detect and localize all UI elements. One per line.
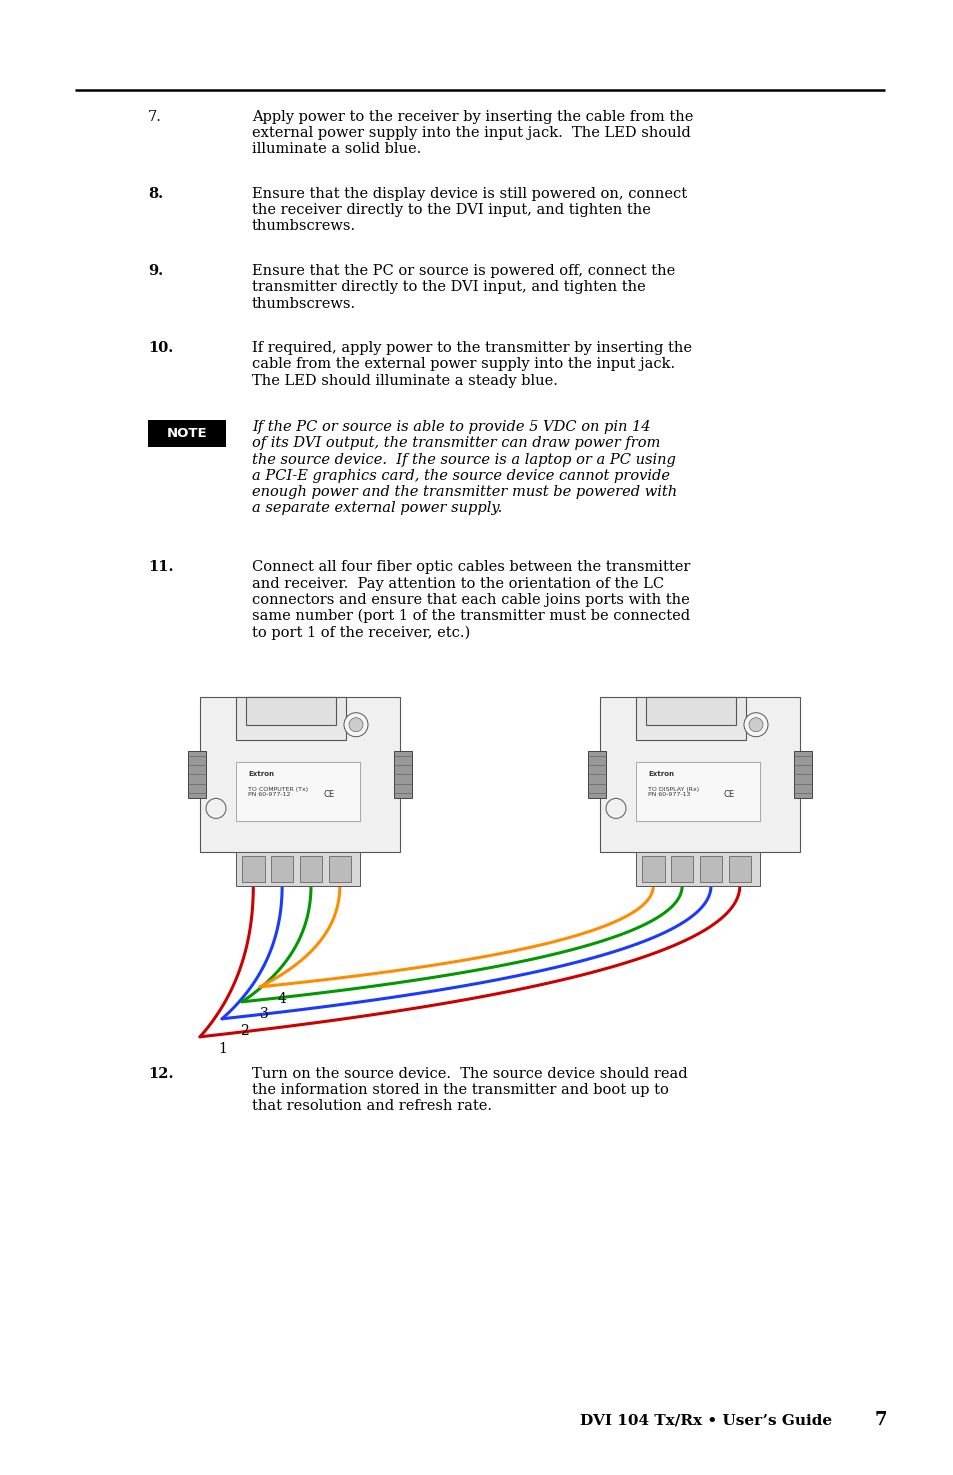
Bar [645, 696, 735, 724]
Bar [328, 855, 351, 882]
Bar [699, 855, 721, 882]
Text: DVI 104 Tx/Rx • User’s Guide: DVI 104 Tx/Rx • User’s Guide [579, 1413, 831, 1426]
Bar [299, 855, 322, 882]
Text: Ensure that the display device is still powered on, connect
the receiver directl: Ensure that the display device is still … [252, 187, 686, 233]
Bar [235, 763, 359, 820]
Text: 1: 1 [218, 1041, 227, 1056]
Text: If required, apply power to the transmitter by inserting the
cable from the exte: If required, apply power to the transmit… [252, 341, 691, 388]
Text: TO COMPUTER (Tx)
PN 60-977-12: TO COMPUTER (Tx) PN 60-977-12 [248, 786, 308, 798]
Text: Ensure that the PC or source is powered off, connect the
transmitter directly to: Ensure that the PC or source is powered … [252, 264, 675, 311]
Text: 12.: 12. [148, 1066, 173, 1081]
Bar [587, 751, 605, 798]
Bar [242, 855, 264, 882]
Text: 11.: 11. [148, 560, 173, 574]
Text: CE: CE [722, 789, 734, 799]
Text: NOTE: NOTE [167, 428, 207, 440]
Circle shape [344, 712, 368, 736]
Bar [246, 696, 335, 724]
Bar [728, 855, 750, 882]
Text: 4: 4 [277, 991, 287, 1006]
Bar [599, 696, 800, 853]
Bar [636, 853, 760, 886]
Bar [670, 855, 693, 882]
Bar [636, 696, 745, 740]
Text: 10.: 10. [148, 341, 173, 355]
Text: Connect all four fiber optic cables between the transmitter
and receiver.  Pay a: Connect all four fiber optic cables betw… [252, 560, 690, 640]
Text: Turn on the source device.  The source device should read
the information stored: Turn on the source device. The source de… [252, 1066, 687, 1114]
Text: 8.: 8. [148, 187, 163, 201]
Text: 7.: 7. [148, 111, 162, 124]
Text: 3: 3 [260, 1007, 269, 1021]
Bar [641, 855, 664, 882]
Bar [188, 751, 206, 798]
Bar [271, 855, 294, 882]
Bar [235, 853, 359, 886]
Text: Extron: Extron [248, 771, 274, 777]
Text: Extron: Extron [648, 771, 674, 777]
Circle shape [743, 712, 767, 736]
Circle shape [605, 798, 625, 819]
Text: TO DISPLAY (Rx)
PN 60-977-13: TO DISPLAY (Rx) PN 60-977-13 [648, 786, 699, 798]
Circle shape [206, 798, 226, 819]
Text: CE: CE [323, 789, 335, 799]
Circle shape [748, 718, 762, 732]
Bar [148, 420, 226, 447]
Bar [235, 696, 346, 740]
Text: Apply power to the receiver by inserting the cable from the
external power suppl: Apply power to the receiver by inserting… [252, 111, 693, 156]
Text: If the PC or source is able to provide 5 VDC on pin 14
of its DVI output, the tr: If the PC or source is able to provide 5… [252, 420, 677, 515]
Circle shape [349, 718, 363, 732]
Text: 2: 2 [240, 1024, 249, 1038]
Text: 7: 7 [874, 1412, 886, 1429]
Bar [200, 696, 399, 853]
Text: 9.: 9. [148, 264, 163, 279]
Bar [394, 751, 412, 798]
Bar [793, 751, 811, 798]
Bar [636, 763, 760, 820]
